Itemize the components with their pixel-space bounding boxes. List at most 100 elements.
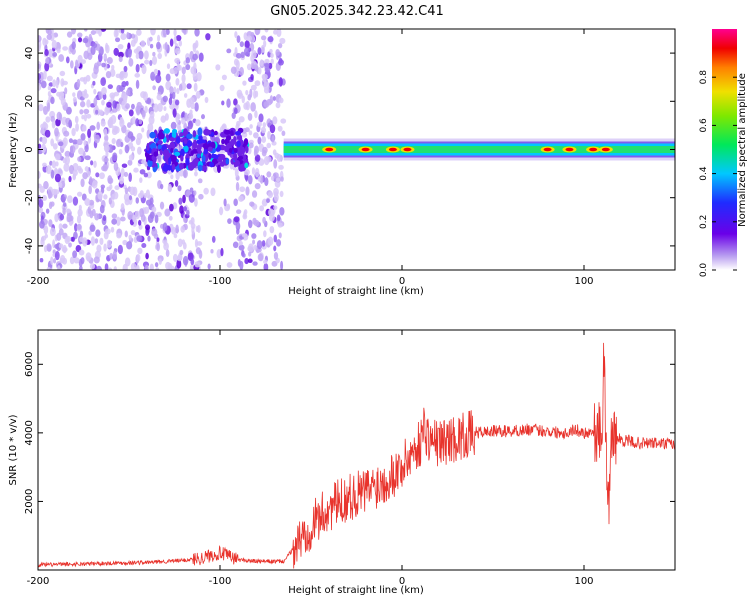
spectrogram-cell: [80, 178, 85, 188]
spectrogram-cell: [41, 143, 47, 154]
spectrogram-cell: [165, 261, 171, 270]
spectrogram-cell: [151, 228, 158, 237]
spectrogram-cell: [237, 259, 241, 267]
spectrogram-cell: [232, 241, 239, 249]
spectrogram-cell: [69, 256, 75, 265]
spectrogram-cell: [109, 253, 114, 260]
spectrogram-cell: [71, 236, 75, 242]
spectrogram-cell: [65, 56, 70, 64]
spectrogram-cell: [151, 55, 158, 65]
spectrogram-cell: [140, 40, 146, 48]
ridge-peak: [601, 147, 610, 152]
spectrogram-cell: [137, 247, 143, 255]
spectrogram-cell: [262, 146, 268, 154]
spectrogram-cell: [174, 57, 181, 64]
spectrogram-cell: [256, 240, 263, 250]
spectrogram-cell: [172, 253, 178, 262]
spectrogram-cell: [196, 139, 202, 145]
spectrogram-cell: [246, 35, 253, 42]
spectrogram-cell: [234, 31, 238, 39]
spectrogram-cell: [168, 97, 173, 105]
spectrogram-cell: [41, 195, 48, 201]
spectrogram-cell: [105, 70, 112, 79]
spectrogram-cell: [149, 36, 153, 42]
spectrogram-cell: [74, 115, 79, 124]
spectrogram-cell: [38, 183, 42, 189]
spectrogram-cell: [82, 172, 88, 180]
spectrogram-cell: [103, 157, 109, 163]
spectrogram-cell: [135, 79, 140, 90]
spectrogram-cell: [176, 62, 181, 71]
spectrogram-cell: [243, 169, 250, 176]
spectrogram-cell: [77, 156, 82, 162]
spectrogram-cell: [136, 253, 141, 262]
spectrogram-cell: [254, 90, 259, 98]
spectrogram-cell: [52, 79, 57, 88]
spectrogram-cell: [197, 127, 203, 136]
spectrogram-cell: [190, 150, 194, 157]
spectrogram-cell: [40, 123, 45, 129]
spectrogram-cell: [141, 127, 145, 133]
spectrogram-cell: [121, 100, 126, 110]
spectrogram-cell: [233, 107, 238, 115]
spectrogram-cell: [192, 130, 197, 138]
spectrogram-cell: [82, 124, 87, 131]
spectrogram-cell: [103, 243, 107, 252]
spectrogram-cell: [177, 185, 182, 192]
spectrogram-cell: [269, 48, 273, 54]
spectrogram-cell: [179, 205, 184, 214]
spectrogram-cell: [90, 30, 96, 35]
spectrogram-cell: [43, 225, 49, 235]
spectrogram-cell: [147, 235, 151, 242]
spectrogram-cell: [76, 223, 82, 230]
spectrogram-cell: [273, 193, 279, 202]
spectrogram-cell: [51, 160, 57, 169]
spectrogram-cell: [238, 116, 245, 123]
spectrogram-cell: [203, 148, 208, 155]
spectrogram-cell: [179, 148, 185, 158]
spectrogram-cell: [142, 91, 148, 101]
spectrogram-cell: [119, 118, 125, 128]
spectrogram-cell: [196, 153, 201, 159]
spectrogram-cell: [174, 99, 180, 106]
spectrogram-cell: [250, 84, 257, 91]
spectrogram-cell: [54, 243, 61, 249]
spectrogram-cell: [131, 116, 137, 125]
spectrogram-cell: [196, 144, 201, 153]
spectrogram-cell: [46, 266, 51, 270]
spectrogram-cell: [141, 243, 147, 248]
spectrogram-cell: [176, 136, 181, 144]
spectrogram-cell: [59, 213, 65, 221]
spectrogram-cell: [95, 172, 100, 178]
spectrogram-cell: [228, 147, 233, 154]
spectrogram-cell: [220, 247, 224, 257]
spectrogram-cell: [203, 187, 209, 195]
spectrogram-cell: [135, 264, 140, 270]
spectrogram-cell: [271, 135, 275, 143]
spectrogram-cell: [174, 47, 181, 55]
spectrogram-cell: [252, 239, 256, 245]
spectrogram-cell: [159, 149, 164, 156]
spectrogram-cell: [43, 245, 48, 253]
spectrogram-cell: [141, 64, 147, 75]
spectrogram-cell: [137, 146, 142, 155]
spectrogram-cell: [72, 139, 78, 145]
spectrogram-cell: [235, 181, 240, 192]
spectrogram-cell: [136, 29, 142, 36]
spectrogram-cell: [196, 71, 202, 82]
spectrogram-cell: [83, 113, 87, 122]
spectrogram-cell: [128, 109, 134, 117]
spectrogram-cell: [94, 238, 99, 244]
spectrogram-cell: [90, 45, 96, 56]
spectrogram-cell: [117, 44, 124, 50]
spectrogram-cell: [175, 224, 179, 234]
spectrogram-cell: [244, 40, 250, 49]
spectrogram-cell: [221, 138, 225, 145]
ridge-peak: [388, 147, 397, 152]
spectrogram-cell: [264, 67, 271, 73]
spectrogram-cell: [187, 120, 193, 130]
spectrogram-cell: [79, 77, 86, 82]
spectrogram-cell: [38, 143, 42, 149]
